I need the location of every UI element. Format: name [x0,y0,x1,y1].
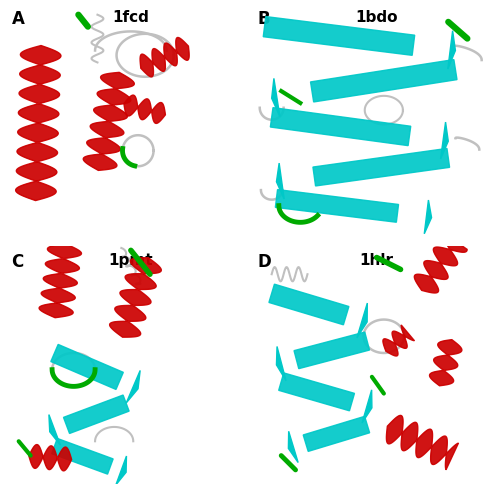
Text: A: A [11,10,24,28]
Polygon shape [124,95,165,123]
Polygon shape [51,344,124,390]
Polygon shape [272,78,280,116]
Text: 1bdo: 1bdo [356,10,398,25]
Polygon shape [64,395,129,433]
Polygon shape [116,456,126,485]
Polygon shape [126,371,140,403]
Polygon shape [263,17,415,56]
Polygon shape [279,373,355,411]
Polygon shape [29,445,72,471]
Polygon shape [269,284,349,325]
Polygon shape [311,59,457,102]
Polygon shape [49,414,60,445]
Polygon shape [39,233,84,318]
Text: 1hlr: 1hlr [360,253,394,268]
Polygon shape [52,438,113,474]
Polygon shape [441,122,448,159]
Text: D: D [257,253,271,271]
Polygon shape [303,416,370,451]
Polygon shape [83,73,134,170]
Polygon shape [430,339,462,386]
Polygon shape [383,325,414,356]
Polygon shape [15,45,61,201]
Polygon shape [294,332,370,369]
Text: B: B [257,10,270,28]
Polygon shape [140,37,189,77]
Polygon shape [288,431,298,463]
Text: 1pmt: 1pmt [109,253,153,268]
Polygon shape [357,303,368,338]
Polygon shape [362,390,372,423]
Polygon shape [424,200,432,234]
Polygon shape [275,189,398,222]
Polygon shape [270,108,411,146]
Polygon shape [386,415,459,470]
Text: C: C [11,253,24,271]
Polygon shape [414,234,467,293]
Polygon shape [448,31,456,69]
Polygon shape [276,346,286,381]
Polygon shape [313,149,450,186]
Polygon shape [276,163,284,199]
Text: 1fcd: 1fcd [113,10,149,25]
Polygon shape [110,258,161,337]
